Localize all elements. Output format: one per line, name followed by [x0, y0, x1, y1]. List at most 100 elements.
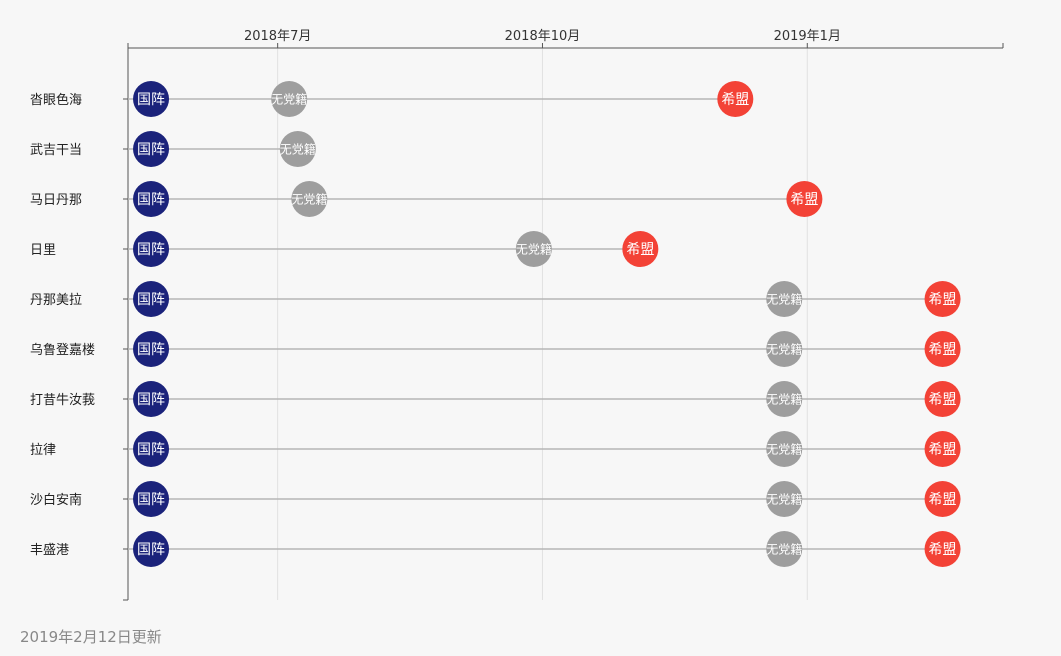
event-dot	[133, 131, 170, 167]
event-label: 国阵	[137, 392, 165, 408]
row-label: 马日丹那	[30, 193, 82, 208]
event-marker: 无党籍	[516, 231, 552, 267]
row-label: 拉律	[30, 443, 56, 458]
event-dot	[133, 331, 170, 367]
event-marker: 无党籍	[766, 531, 802, 567]
event-label: 国阵	[137, 92, 165, 108]
event-dot	[133, 281, 170, 317]
event-dot	[271, 81, 308, 117]
event-marker: 无党籍	[766, 331, 802, 367]
event-dot	[924, 481, 961, 517]
event-marker: 希盟	[924, 381, 961, 417]
event-label: 国阵	[137, 342, 165, 358]
event-marker: 国阵	[133, 181, 170, 217]
event-label: 无党籍	[766, 441, 802, 456]
event-marker: 希盟	[924, 431, 961, 467]
event-dot	[924, 431, 961, 467]
event-label: 国阵	[137, 442, 165, 458]
row-label: 武吉干当	[30, 143, 82, 158]
event-marker: 希盟	[717, 81, 754, 117]
event-dot	[133, 431, 170, 467]
event-marker: 无党籍	[766, 431, 802, 467]
event-label: 国阵	[137, 292, 165, 308]
row-label: 丰盛港	[30, 543, 69, 558]
event-label: 无党籍	[271, 91, 307, 106]
event-marker: 国阵	[133, 531, 170, 567]
event-label: 国阵	[137, 542, 165, 558]
event-marker: 无党籍	[291, 181, 327, 217]
row-label: 日里	[30, 243, 56, 258]
event-dot	[924, 281, 961, 317]
event-dot	[133, 181, 170, 217]
event-label: 希盟	[790, 192, 818, 208]
event-dot	[766, 381, 803, 417]
update-note: 2019年2月12日更新	[20, 628, 162, 646]
event-dot	[133, 381, 170, 417]
row-label: 沓眼色海	[30, 92, 82, 108]
event-label: 无党籍	[766, 391, 802, 406]
event-label: 无党籍	[291, 191, 327, 206]
event-marker: 国阵	[133, 231, 170, 267]
x-tick-label: 2018年7月	[244, 29, 311, 44]
event-marker: 无党籍	[280, 131, 316, 167]
event-dot	[515, 231, 552, 267]
event-dot	[622, 231, 659, 267]
event-label: 无党籍	[766, 291, 802, 306]
event-marker: 国阵	[133, 81, 170, 117]
event-label: 希盟	[929, 392, 957, 408]
event-marker: 希盟	[924, 531, 961, 567]
event-marker: 希盟	[622, 231, 659, 267]
event-dot	[786, 181, 823, 217]
timeline-chart: 2018年7月 2018年10月 2019年1月沓眼色海武吉干当马日丹那日里丹那美拉…	[30, 29, 1004, 601]
event-marker: 国阵	[133, 331, 170, 367]
event-label: 无党籍	[766, 491, 802, 506]
event-marker: 无党籍	[766, 281, 802, 317]
event-dot	[766, 281, 803, 317]
event-label: 希盟	[929, 492, 957, 508]
event-label: 希盟	[626, 242, 654, 258]
event-label: 国阵	[137, 192, 165, 208]
event-label: 国阵	[137, 142, 165, 158]
x-tick-label: 2018年10月	[505, 29, 581, 44]
event-marker: 希盟	[924, 281, 961, 317]
event-marker: 希盟	[924, 331, 961, 367]
event-label: 无党籍	[766, 541, 802, 556]
event-marker: 希盟	[924, 481, 961, 517]
event-dot	[133, 231, 170, 267]
row-label: 沙白安南	[30, 492, 82, 508]
event-marker: 国阵	[133, 481, 170, 517]
event-label: 希盟	[929, 342, 957, 358]
row-label: 丹那美拉	[30, 293, 82, 308]
event-dot	[133, 531, 170, 567]
event-dot	[291, 181, 328, 217]
event-label: 希盟	[721, 92, 749, 108]
event-label: 国阵	[137, 492, 165, 508]
event-dot	[133, 481, 170, 517]
event-dot	[924, 331, 961, 367]
event-dot	[279, 131, 316, 167]
event-dot	[924, 381, 961, 417]
event-marker: 无党籍	[766, 481, 802, 517]
event-label: 无党籍	[766, 341, 802, 356]
event-label: 无党籍	[516, 241, 552, 256]
event-dot	[766, 481, 803, 517]
row-label: 乌鲁登嘉楼	[30, 342, 95, 358]
event-label: 希盟	[929, 542, 957, 558]
event-marker: 希盟	[786, 181, 823, 217]
event-dot	[133, 81, 170, 117]
row-label: 打昔牛汝莪	[30, 393, 95, 408]
event-dot	[766, 331, 803, 367]
event-marker: 国阵	[133, 281, 170, 317]
event-dot	[924, 531, 961, 567]
event-marker: 国阵	[133, 131, 170, 167]
event-dot	[717, 81, 754, 117]
event-label: 希盟	[929, 442, 957, 458]
x-tick-label: 2019年1月	[774, 29, 841, 44]
event-marker: 国阵	[133, 381, 170, 417]
event-label: 希盟	[929, 292, 957, 308]
event-marker: 国阵	[133, 431, 170, 467]
event-label: 无党籍	[280, 141, 316, 156]
event-marker: 无党籍	[766, 381, 802, 417]
event-marker: 无党籍	[271, 81, 307, 117]
event-dot	[766, 431, 803, 467]
